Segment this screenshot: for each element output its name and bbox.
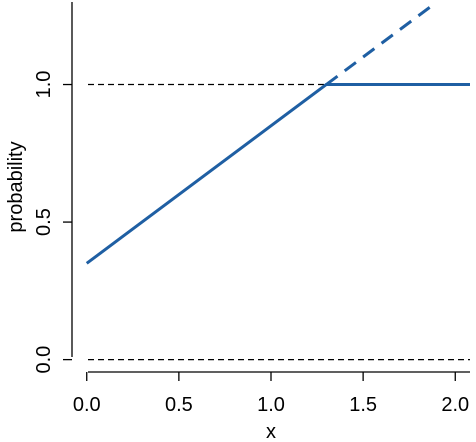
x-tick-label: 0.5 [165, 394, 193, 416]
x-tick-label: 1.0 [257, 394, 285, 416]
series-line-solid [85, 83, 470, 265]
y-tick-label: 0.5 [33, 208, 55, 236]
y-tick-label: 0.0 [33, 346, 55, 374]
reference-lines [88, 83, 470, 361]
x-axis-label: x [266, 421, 276, 442]
y-axis-label: probability [5, 141, 27, 232]
series-line-dashed [325, 0, 438, 86]
y-ticks: 0.0 0.5 1.0 [33, 71, 72, 374]
y-tick-label: 1.0 [33, 71, 55, 99]
x-ticks: 0.0 0.5 1.0 1.5 2.0 [73, 372, 469, 416]
series-lines [85, 0, 470, 265]
x-tick-label: 1.5 [349, 394, 377, 416]
x-tick-label: 0.0 [73, 394, 101, 416]
x-tick-label: 2.0 [441, 394, 469, 416]
